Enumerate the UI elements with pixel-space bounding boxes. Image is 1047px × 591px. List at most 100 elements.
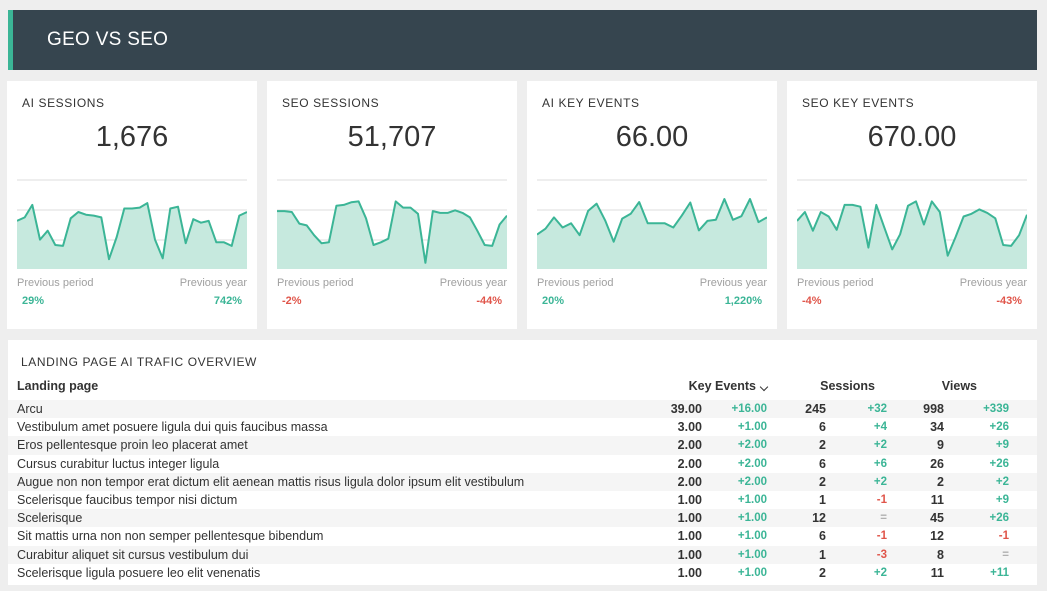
key-events-cell: 1.00 [677,565,702,580]
kpi-value: 1,676 [95,121,169,153]
table-row[interactable]: Cursus curabitur luctus integer ligula 2.… [8,455,1037,473]
previous-period-label: Previous period [17,277,94,289]
sessions-cell: 2 [819,474,826,489]
column-header-views[interactable]: Views [941,379,977,393]
table-row[interactable]: Scelerisque ligula posuere leo elit vene… [8,564,1037,582]
column-header-sessions[interactable]: Sessions [820,379,875,393]
views-delta: +26 [989,512,1009,525]
previous-period-change: -2% [282,295,302,307]
table-row[interactable]: Augue non non tempor erat dictum elit ae… [8,472,1037,491]
sparkline-line [797,200,1027,257]
table-row[interactable]: Scelerisque faucibus tempor nisi dictum 1… [8,491,1037,509]
column-header-key-events[interactable]: Key Events [688,379,769,393]
views-cell: 8 [937,547,944,562]
sessions-delta: -1 [876,493,887,506]
key-events-delta: +2.00 [737,439,767,452]
views-cell: 26 [930,456,944,471]
sessions-delta: +2 [873,439,887,452]
views-delta: +2 [995,475,1009,488]
sessions-delta: -3 [876,548,887,561]
key-events-cell: 39.00 [670,402,702,416]
sessions-delta: +2 [873,475,887,488]
views-cell: 11 [930,565,944,580]
views-cell: 12 [930,529,944,544]
sparkline-line [277,200,507,264]
table-row[interactable]: Eros pellentesque proin leo placerat ame… [8,436,1037,455]
previous-period-change: -4% [802,295,822,307]
views-cell: 9 [937,438,944,453]
kpi-card: AI KEY EVENTS 66.00 Previous period Previou… [527,81,777,329]
sessions-cell: 2 [819,565,826,580]
landing-page-cell: Scelerisque ligula posuere leo elit vene… [17,565,261,580]
landing-page-cell: Sit mattis urna non non semper pellentes… [17,529,324,544]
kpi-value: 670.00 [867,121,957,153]
landing-page-cell: Scelerisque faucibus tempor nisi dictum [17,492,238,507]
sessions-delta: -1 [876,530,887,543]
key-events-delta: +1.00 [737,512,767,525]
key-events-cell: 3.00 [677,420,702,435]
views-cell: 45 [930,511,944,526]
sparkline-chart [17,179,247,269]
views-delta: +26 [989,457,1009,470]
sessions-cell: 6 [819,420,826,435]
previous-period-label: Previous period [277,277,354,289]
previous-period-change: 20% [542,295,565,307]
previous-period-label: Previous period [797,277,874,289]
landing-page-cell: Augue non non tempor erat dictum elit ae… [17,474,525,489]
sparkline-area [17,203,247,269]
previous-period-change: 29% [22,295,45,307]
landing-page-cell: Eros pellentesque proin leo placerat ame… [17,438,248,453]
key-events-delta: +1.00 [737,548,767,561]
sessions-cell: 6 [819,456,826,471]
table-row[interactable]: Scelerisque 1.00 +1.00 12 = 45 +26 [8,509,1037,528]
sparkline-area [797,201,1027,269]
sparkline-chart [797,179,1027,269]
landing-page-cell: Cursus curabitur luctus integer ligula [17,456,220,471]
views-delta: = [1002,548,1009,561]
views-delta: -1 [998,530,1009,543]
table-header: Landing page Key Events Sessions Views [8,379,1037,395]
kpi-card: AI SESSIONS 1,676 Previous period Previous … [7,81,257,329]
views-delta: +9 [995,439,1009,452]
kpi-value: 66.00 [615,121,689,153]
table-row[interactable]: Vestibulum amet posuere ligula dui quis … [8,418,1037,436]
sparkline-chart [277,179,507,269]
landing-page-table-card: LANDING PAGE AI TRAFIC OVERVIEW Landing … [8,340,1037,585]
sessions-delta: +4 [873,421,887,434]
sessions-delta: +6 [873,457,887,470]
previous-year-label: Previous year [179,277,247,289]
kpi-card: SEO KEY EVENTS 670.00 Previous period Previ… [787,81,1037,329]
key-events-delta: +1.00 [737,566,767,579]
dashboard-title: GEO VS SEO [47,29,169,50]
sparkline-line [17,202,247,261]
landing-page-cell: Arcu [17,402,43,416]
key-events-cell: 1.00 [677,511,702,526]
previous-year-change: -43% [996,295,1022,307]
landing-page-cell: Scelerisque [17,511,83,526]
sessions-cell: 245 [805,402,826,416]
key-events-cell: 2.00 [677,474,702,489]
views-cell: 11 [930,492,944,507]
key-events-cell: 2.00 [677,438,702,453]
previous-year-label: Previous year [699,277,767,289]
key-events-cell: 1.00 [677,529,702,544]
sessions-cell: 6 [819,529,826,544]
table-title: LANDING PAGE AI TRAFIC OVERVIEW [21,355,257,369]
sparkline-area [277,201,507,269]
header-accent-bar [8,10,13,70]
views-cell: 34 [930,420,944,435]
kpi-card: SEO SESSIONS 51,707 Previous period Previou… [267,81,517,329]
views-cell: 2 [937,474,944,489]
kpi-title: SEO KEY EVENTS [802,96,915,110]
column-header-key-events-label: Key Events [688,379,756,393]
table-row[interactable]: Sit mattis urna non non semper pellentes… [8,527,1037,545]
table-row[interactable]: Arcu 39.00 +16.00 245 +32 998 +339 [8,400,1037,419]
table-row[interactable]: Curabitur aliquet sit cursus vestibulum … [8,545,1037,564]
column-header-landing-page[interactable]: Landing page [17,379,99,393]
dashboard-header: GEO VS SEO [8,10,1037,70]
previous-year-change: -44% [476,295,502,307]
key-events-delta: +1.00 [737,421,767,434]
views-delta: +9 [995,493,1009,506]
sessions-cell: 2 [819,438,826,453]
kpi-title: AI KEY EVENTS [542,96,640,110]
